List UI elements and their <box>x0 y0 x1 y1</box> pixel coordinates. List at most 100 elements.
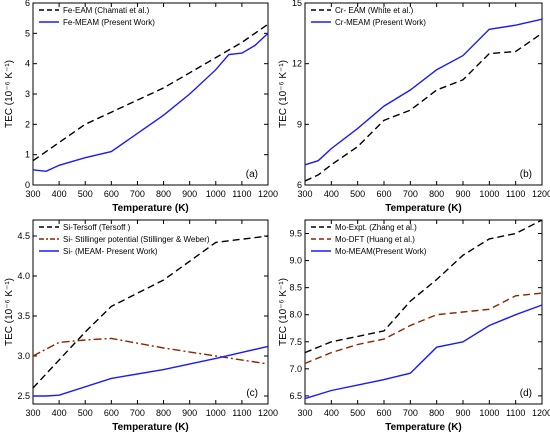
y-axis-label: TEC (10⁻⁶ K⁻¹) <box>4 60 15 128</box>
series-line-2 <box>304 18 543 166</box>
legend-label: Cr-MEAM (Present Work) <box>335 18 426 27</box>
legend-label: Si- (MEAM- Present Work) <box>63 247 158 256</box>
y-tick-label: 9 <box>297 119 302 129</box>
plot-frame <box>304 219 543 405</box>
plot-frame <box>32 219 269 405</box>
panel-label: (b) <box>520 169 532 180</box>
x-tick-label: 300 <box>25 189 40 199</box>
x-tick-label: 1100 <box>232 408 251 418</box>
y-tick-label: 9.0 <box>289 256 302 266</box>
y-tick-label: 4.0 <box>17 271 30 281</box>
chart-panel-d: 300 400 500 600 700 800 900 1000 1100 1200 6.5 7.0 7… <box>278 219 550 433</box>
x-tick-label: 400 <box>324 408 339 418</box>
y-axis-label: TEC (10⁻⁶ K⁻¹) <box>278 278 289 346</box>
y-tick-label: 5 <box>25 28 30 38</box>
x-tick-label: 1000 <box>206 408 226 418</box>
x-tick-label: 700 <box>130 408 145 418</box>
x-tick-label: 400 <box>324 189 339 199</box>
series-line-1 <box>304 219 543 354</box>
x-tick-label: 800 <box>429 189 444 199</box>
x-tick-label: 600 <box>104 408 119 418</box>
legend-label: Fe-MEAM (Present Work) <box>63 18 155 27</box>
x-tick-label: 300 <box>297 189 312 199</box>
series-line-1 <box>32 235 269 389</box>
legend-label: Mo-Expt. (Zhang et al.) <box>335 223 417 232</box>
x-tick-label: 700 <box>403 408 418 418</box>
x-tick-label: 500 <box>350 408 365 418</box>
y-tick-label: 3 <box>25 89 30 99</box>
x-tick-label: 1100 <box>506 189 525 199</box>
chart-panel-b: 300 400 500 600 700 800 900 1000 1100 1200 6 9 12 15 T… <box>278 0 550 214</box>
y-tick-label: 1 <box>25 150 30 160</box>
y-tick-label: 8.5 <box>289 283 302 293</box>
x-tick-label: 900 <box>455 408 470 418</box>
x-tick-label: 1000 <box>206 189 226 199</box>
y-tick-label: 6 <box>297 180 302 190</box>
chart-panel-c: 300 400 500 600 700 800 900 1000 1100 1200 2.5 3.0 3… <box>4 219 278 433</box>
x-tick-label: 700 <box>403 189 418 199</box>
x-tick-label: 1100 <box>232 189 251 199</box>
series-line-3 <box>304 304 543 400</box>
legend-label: Mo-DFT (Huang et al.) <box>335 235 415 244</box>
x-tick-label: 700 <box>130 189 145 199</box>
y-tick-label: 12 <box>292 59 302 69</box>
y-tick-label: 2.5 <box>17 391 30 401</box>
x-tick-label: 1200 <box>532 189 550 199</box>
legend-label: Si- Stillinger potential (Stillinger & W… <box>63 235 210 244</box>
series-line-2 <box>32 337 269 365</box>
y-tick-label: 0 <box>25 180 30 190</box>
x-tick-label: 900 <box>182 408 197 418</box>
legend-label: Fe-EAM (Chamati et al.) <box>63 6 150 15</box>
y-tick-label: 4.5 <box>17 231 30 241</box>
y-axis-label: TEC (10⁻⁶ K⁻¹) <box>278 60 289 128</box>
x-tick-label: 800 <box>156 408 171 418</box>
x-tick-label: 500 <box>78 408 93 418</box>
y-tick-label: 3.5 <box>17 311 30 321</box>
x-tick-label: 400 <box>52 189 67 199</box>
x-tick-label: 900 <box>455 189 470 199</box>
series-line-1 <box>304 32 543 182</box>
x-tick-label: 300 <box>25 408 40 418</box>
legend-label: Mo-MEAM(Present Work) <box>335 247 427 256</box>
y-tick-label: 2 <box>25 119 30 129</box>
x-tick-label: 1200 <box>258 408 278 418</box>
x-tick-label: 300 <box>297 408 312 418</box>
x-tick-label: 1200 <box>532 408 550 418</box>
x-tick-label: 600 <box>376 189 391 199</box>
y-tick-label: 7.0 <box>289 364 302 374</box>
x-axis-label: Temperature (K) <box>385 203 462 214</box>
plot-frame <box>304 2 543 186</box>
panel-label: (d) <box>520 388 532 399</box>
x-axis-label: Temperature (K) <box>112 422 189 433</box>
x-tick-label: 1000 <box>479 189 499 199</box>
x-tick-label: 1100 <box>506 408 525 418</box>
y-axis-label: TEC (10⁻⁶ K⁻¹) <box>4 278 15 346</box>
x-tick-label: 800 <box>156 189 171 199</box>
x-tick-label: 600 <box>104 189 119 199</box>
legend-label: Si-Tersoff (Tersoff ) <box>63 223 131 232</box>
panel-label: (a) <box>246 169 258 180</box>
series-line-1 <box>32 23 269 162</box>
x-tick-label: 600 <box>376 408 391 418</box>
x-tick-label: 1000 <box>479 408 499 418</box>
x-tick-label: 500 <box>78 189 93 199</box>
x-axis-label: Temperature (K) <box>112 203 189 214</box>
x-tick-label: 1200 <box>258 189 278 199</box>
y-tick-label: 15 <box>292 0 302 8</box>
x-tick-label: 400 <box>52 408 67 418</box>
y-tick-label: 9.5 <box>289 229 302 239</box>
legend-label: Cr- EAM (White et al.) <box>335 6 414 15</box>
x-tick-label: 900 <box>182 189 197 199</box>
y-tick-label: 4 <box>25 59 30 69</box>
y-tick-label: 3.0 <box>17 351 30 361</box>
y-tick-label: 8.0 <box>289 310 302 320</box>
y-tick-label: 6.5 <box>289 391 302 401</box>
series-line-2 <box>304 292 543 365</box>
panel-label: (c) <box>246 388 258 399</box>
x-tick-label: 800 <box>429 408 444 418</box>
series-line-2 <box>32 32 269 173</box>
x-axis-label: Temperature (K) <box>385 422 462 433</box>
y-tick-label: 6 <box>25 0 30 8</box>
x-tick-label: 500 <box>350 189 365 199</box>
